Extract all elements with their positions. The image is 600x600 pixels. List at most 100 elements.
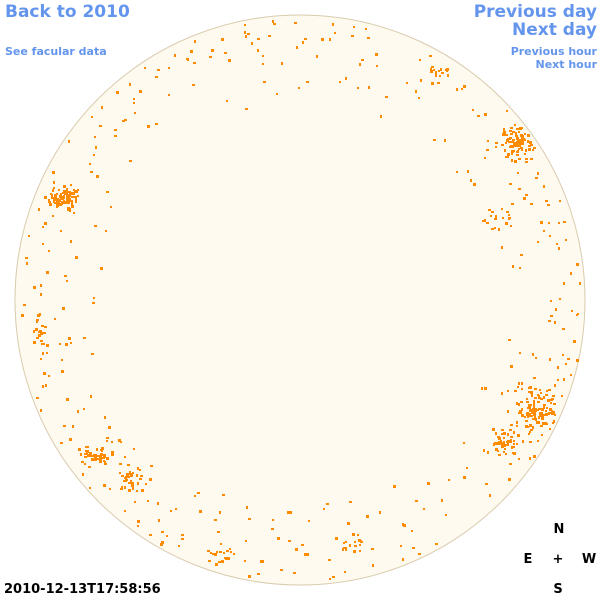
facula-point xyxy=(486,222,489,224)
facula-point xyxy=(512,139,515,141)
facula-point xyxy=(46,344,49,347)
next-hour-link[interactable]: Next hour xyxy=(535,58,598,71)
facula-point xyxy=(54,318,56,320)
facula-point xyxy=(537,172,539,175)
facula-point xyxy=(554,384,556,387)
facula-point xyxy=(519,139,521,141)
previous-day-link[interactable]: Previous day xyxy=(473,2,597,22)
facula-point xyxy=(461,88,463,90)
facula-point xyxy=(525,420,528,422)
facula-point xyxy=(521,408,523,411)
facula-point xyxy=(351,35,354,37)
facula-point xyxy=(549,358,551,361)
facula-point xyxy=(508,214,510,216)
facula-point xyxy=(533,405,535,408)
previous-hour-link[interactable]: Previous hour xyxy=(510,45,597,58)
facula-point xyxy=(45,384,47,387)
facula-point xyxy=(70,184,72,186)
facula-point xyxy=(190,50,193,53)
facula-point xyxy=(101,106,103,109)
facula-point xyxy=(531,411,534,414)
facula-point xyxy=(520,401,523,403)
facula-point xyxy=(46,271,49,274)
see-facular-data-link[interactable]: See facular data xyxy=(5,45,107,58)
facula-point xyxy=(439,75,441,77)
facula-point xyxy=(271,528,274,530)
facula-point xyxy=(174,54,176,57)
facula-point xyxy=(528,407,531,409)
facula-point xyxy=(529,386,532,389)
facula-point xyxy=(501,392,503,395)
facula-point xyxy=(556,243,558,245)
facula-point xyxy=(219,511,221,514)
facula-point xyxy=(538,397,541,399)
facula-point xyxy=(524,133,526,135)
facula-point xyxy=(100,455,102,457)
facula-point xyxy=(411,530,413,532)
facula-point xyxy=(140,475,143,477)
facula-point xyxy=(221,38,224,41)
facula-point xyxy=(531,144,533,146)
facula-point xyxy=(128,482,131,484)
facula-point xyxy=(55,198,58,200)
next-day-link[interactable]: Next day xyxy=(512,20,597,40)
facula-point xyxy=(354,541,356,543)
facula-point xyxy=(533,147,536,149)
compass-south-label: S xyxy=(553,582,563,597)
facula-point xyxy=(141,489,144,492)
facula-point xyxy=(537,241,539,243)
facula-point xyxy=(534,415,536,418)
facula-point xyxy=(61,359,63,361)
facula-point xyxy=(230,551,232,553)
facula-point xyxy=(81,461,84,463)
facula-point xyxy=(485,483,488,485)
facula-point xyxy=(60,230,62,232)
facula-point xyxy=(352,533,355,536)
facula-point xyxy=(133,102,135,104)
facula-point xyxy=(63,195,65,197)
facula-point xyxy=(565,363,567,365)
facula-point xyxy=(540,398,543,400)
facula-point xyxy=(100,453,102,456)
facula-point xyxy=(551,412,554,415)
facula-point xyxy=(288,540,291,542)
facula-point xyxy=(548,222,550,224)
facula-point xyxy=(372,564,374,567)
facula-point xyxy=(538,408,541,410)
facula-point xyxy=(505,453,507,455)
facula-point xyxy=(518,188,521,190)
facula-point xyxy=(520,254,523,256)
back-to-2010-link[interactable]: Back to 2010 xyxy=(5,2,130,22)
facula-point xyxy=(335,537,338,540)
facula-point xyxy=(533,418,536,420)
facula-point xyxy=(539,389,541,391)
facula-point xyxy=(170,510,172,512)
facula-point xyxy=(168,67,170,69)
compass-west-label: W xyxy=(581,552,597,567)
facula-point xyxy=(272,20,274,23)
facula-point xyxy=(42,243,44,245)
facula-point xyxy=(124,480,127,482)
facula-point xyxy=(63,185,66,188)
facula-point xyxy=(510,439,512,441)
facula-point xyxy=(533,455,536,458)
facula-point xyxy=(75,196,77,199)
facula-point xyxy=(545,394,548,396)
facula-point xyxy=(46,352,48,354)
facula-point xyxy=(505,142,507,144)
facula-point xyxy=(150,465,153,467)
facula-point xyxy=(538,416,540,419)
facula-point xyxy=(551,315,553,317)
facula-point xyxy=(158,519,160,522)
facula-point xyxy=(499,442,501,444)
facula-point xyxy=(521,143,524,145)
facula-point xyxy=(508,339,511,341)
facula-point xyxy=(521,149,523,151)
facula-point xyxy=(67,207,70,209)
facula-point xyxy=(43,372,46,375)
facula-point xyxy=(549,235,551,237)
facula-point xyxy=(334,32,336,34)
facula-point xyxy=(537,421,540,424)
facula-point xyxy=(97,455,99,457)
facula-point xyxy=(495,448,498,451)
